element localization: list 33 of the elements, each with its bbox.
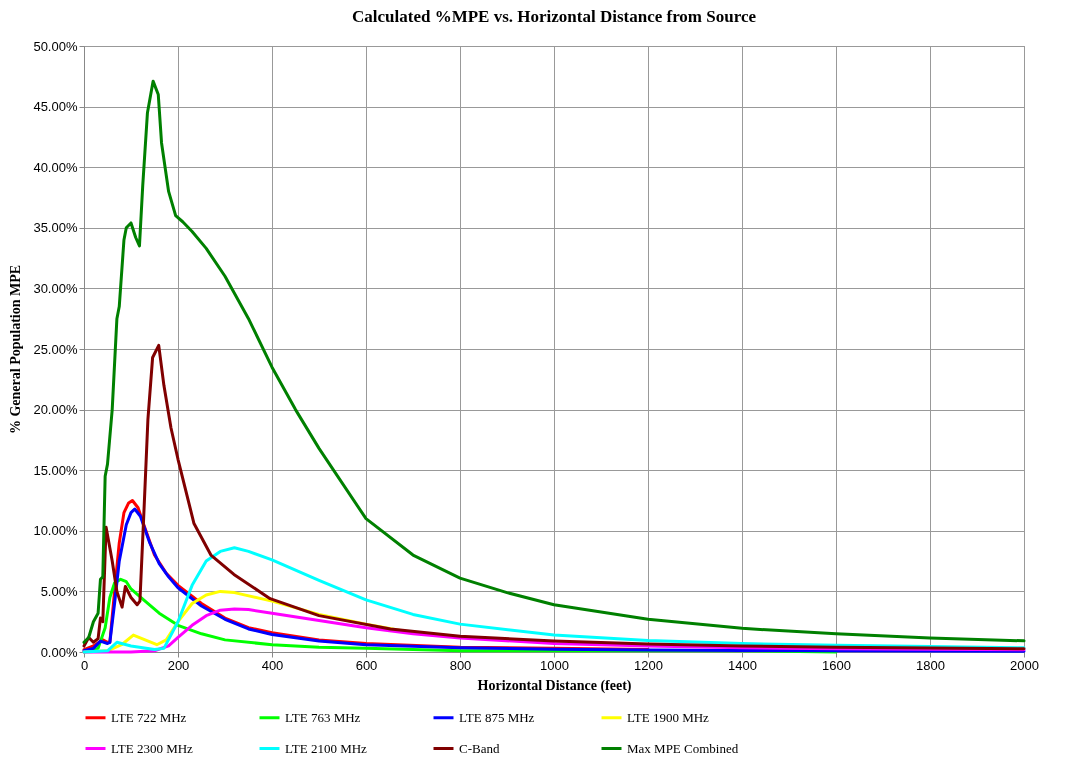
legend-label: LTE 1900 MHz (627, 709, 710, 725)
y-tick-label: 5.00% (40, 583, 78, 599)
y-tick-label: 10.00% (33, 523, 78, 539)
y-tick-label: 15.00% (33, 462, 78, 478)
x-tick-label: 600 (355, 657, 378, 673)
legend-label: LTE 763 MHz (285, 709, 361, 725)
x-tick-label: 400 (261, 657, 284, 673)
x-tick-label: 1400 (728, 657, 757, 673)
x-axis-title: Horizontal Distance (feet) (477, 677, 632, 694)
x-tick-label: 0 (80, 657, 89, 673)
y-tick-label: 40.00% (33, 159, 78, 175)
x-tick-label: 1600 (822, 657, 851, 673)
y-tick-label: 50.00% (33, 38, 78, 54)
y-axis-title: % General Population MPE (8, 264, 24, 435)
y-tick-label: 25.00% (33, 341, 78, 357)
legend-label: C-Band (459, 740, 500, 756)
x-tick-label: 200 (167, 657, 190, 673)
y-tick-label: 45.00% (33, 99, 78, 115)
legend-label: LTE 875 MHz (459, 709, 535, 725)
x-tick-label: 800 (449, 657, 472, 673)
x-tick-label: 1000 (540, 657, 569, 673)
legend-label: LTE 2300 MHz (111, 740, 194, 756)
y-tick-label: 0.00% (40, 644, 78, 660)
legend-label: LTE 722 MHz (111, 709, 187, 725)
y-tick-label: 35.00% (33, 220, 78, 236)
legend-label: Max MPE Combined (627, 740, 739, 756)
y-tick-label: 30.00% (33, 280, 78, 296)
y-tick-label: 20.00% (33, 402, 78, 418)
chart-title: Calculated %MPE vs. Horizontal Distance from Source (351, 7, 757, 26)
x-tick-label: 2000 (1010, 657, 1039, 673)
legend-label: LTE 2100 MHz (285, 740, 368, 756)
x-tick-label: 1200 (634, 657, 663, 673)
x-tick-label: 1800 (916, 657, 945, 673)
